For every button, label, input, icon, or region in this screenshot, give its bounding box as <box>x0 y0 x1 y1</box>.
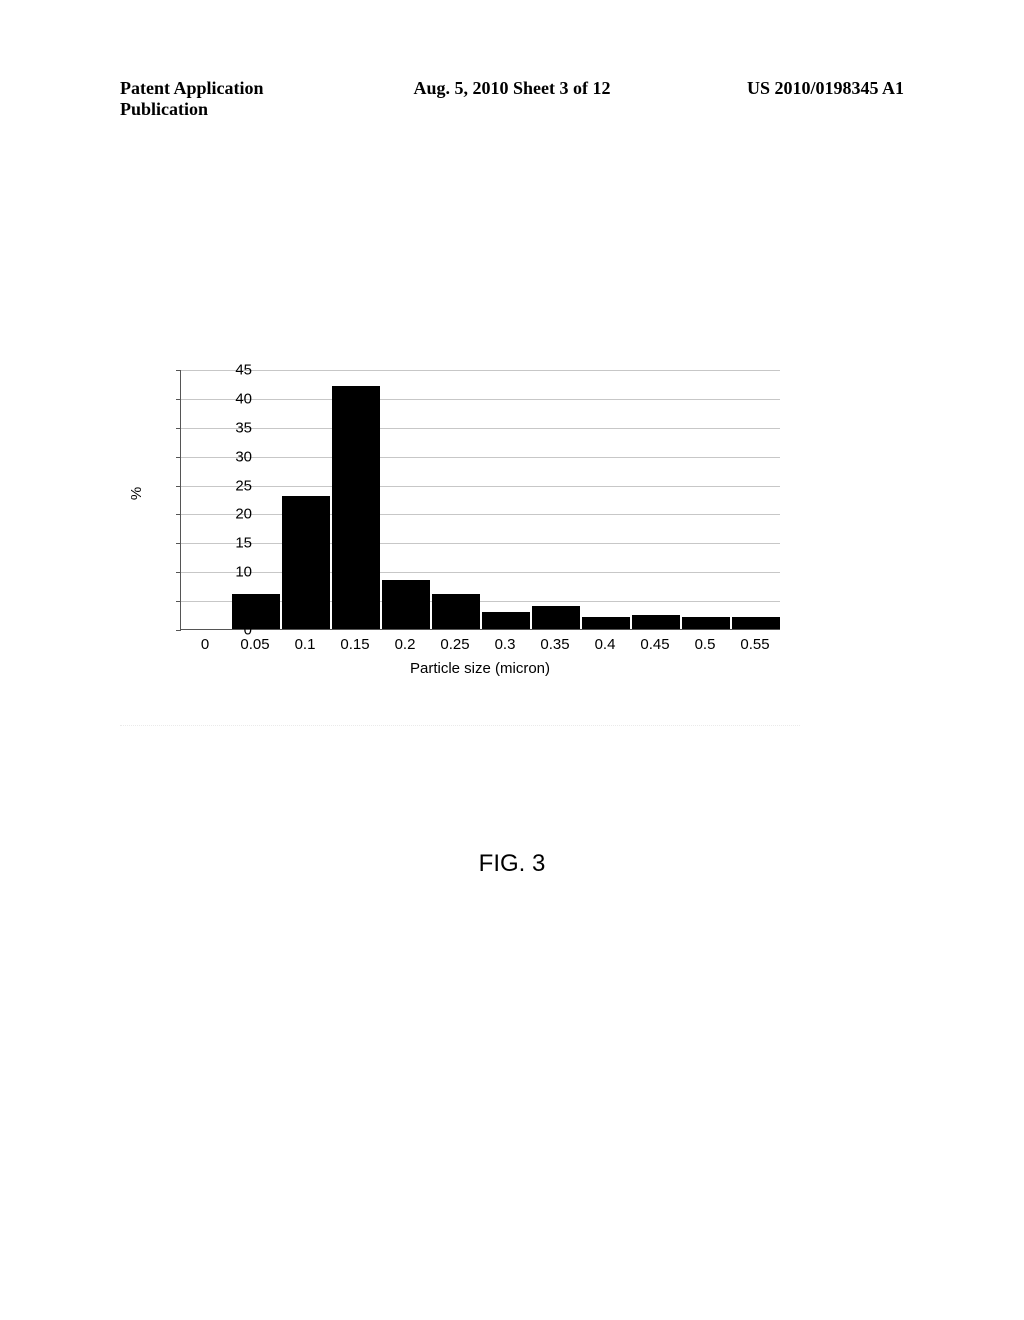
x-tick-label: 0.45 <box>640 636 669 653</box>
header-publication: Patent Application Publication <box>120 78 344 120</box>
header-patent-number: US 2010/0198345 A1 <box>680 78 904 120</box>
y-tick <box>176 630 181 631</box>
gridline <box>181 457 780 458</box>
separator-line <box>120 725 800 726</box>
y-tick-label: 40 <box>222 390 252 407</box>
bar <box>532 606 580 629</box>
x-tick-label: 0.5 <box>695 636 716 653</box>
y-tick-label: 5 <box>222 593 252 610</box>
bar <box>732 617 780 629</box>
gridline <box>181 572 780 573</box>
figure-label: FIG. 3 <box>0 850 1024 878</box>
gridline <box>181 486 780 487</box>
x-tick-label: 0.55 <box>740 636 769 653</box>
bar <box>282 496 330 629</box>
page-header: Patent Application Publication Aug. 5, 2… <box>120 78 904 120</box>
x-tick-label: 0.1 <box>295 636 316 653</box>
y-tick-label: 10 <box>222 564 252 581</box>
y-tick-label: 45 <box>222 362 252 379</box>
x-tick-label: 0.3 <box>495 636 516 653</box>
y-tick-label: 30 <box>222 448 252 465</box>
gridline <box>181 370 780 371</box>
header-date-sheet: Aug. 5, 2010 Sheet 3 of 12 <box>344 78 680 120</box>
x-tick-label: 0.05 <box>240 636 269 653</box>
bar <box>482 612 530 629</box>
y-tick-label: 20 <box>222 506 252 523</box>
bar <box>332 386 380 629</box>
gridline <box>181 543 780 544</box>
chart-plot-area <box>180 370 780 630</box>
bar <box>632 615 680 629</box>
bar <box>582 617 630 629</box>
y-tick-label: 15 <box>222 535 252 552</box>
x-tick-label: 0.2 <box>395 636 416 653</box>
bar <box>682 617 730 629</box>
gridline <box>181 399 780 400</box>
bar <box>432 594 480 629</box>
particle-size-chart: % Particle size (micron) 0 5 10 15 20 25 30 35 4… <box>120 370 800 690</box>
gridline <box>181 514 780 515</box>
gridline <box>181 428 780 429</box>
y-axis-label: % <box>128 487 145 500</box>
x-tick-label: 0.15 <box>340 636 369 653</box>
x-tick-label: 0.35 <box>540 636 569 653</box>
y-tick-label: 25 <box>222 477 252 494</box>
x-tick-label: 0.25 <box>440 636 469 653</box>
bar <box>382 580 430 629</box>
x-tick-label: 0 <box>201 636 209 653</box>
x-axis-label: Particle size (micron) <box>180 660 780 677</box>
x-tick-label: 0.4 <box>595 636 616 653</box>
y-tick-label: 35 <box>222 419 252 436</box>
